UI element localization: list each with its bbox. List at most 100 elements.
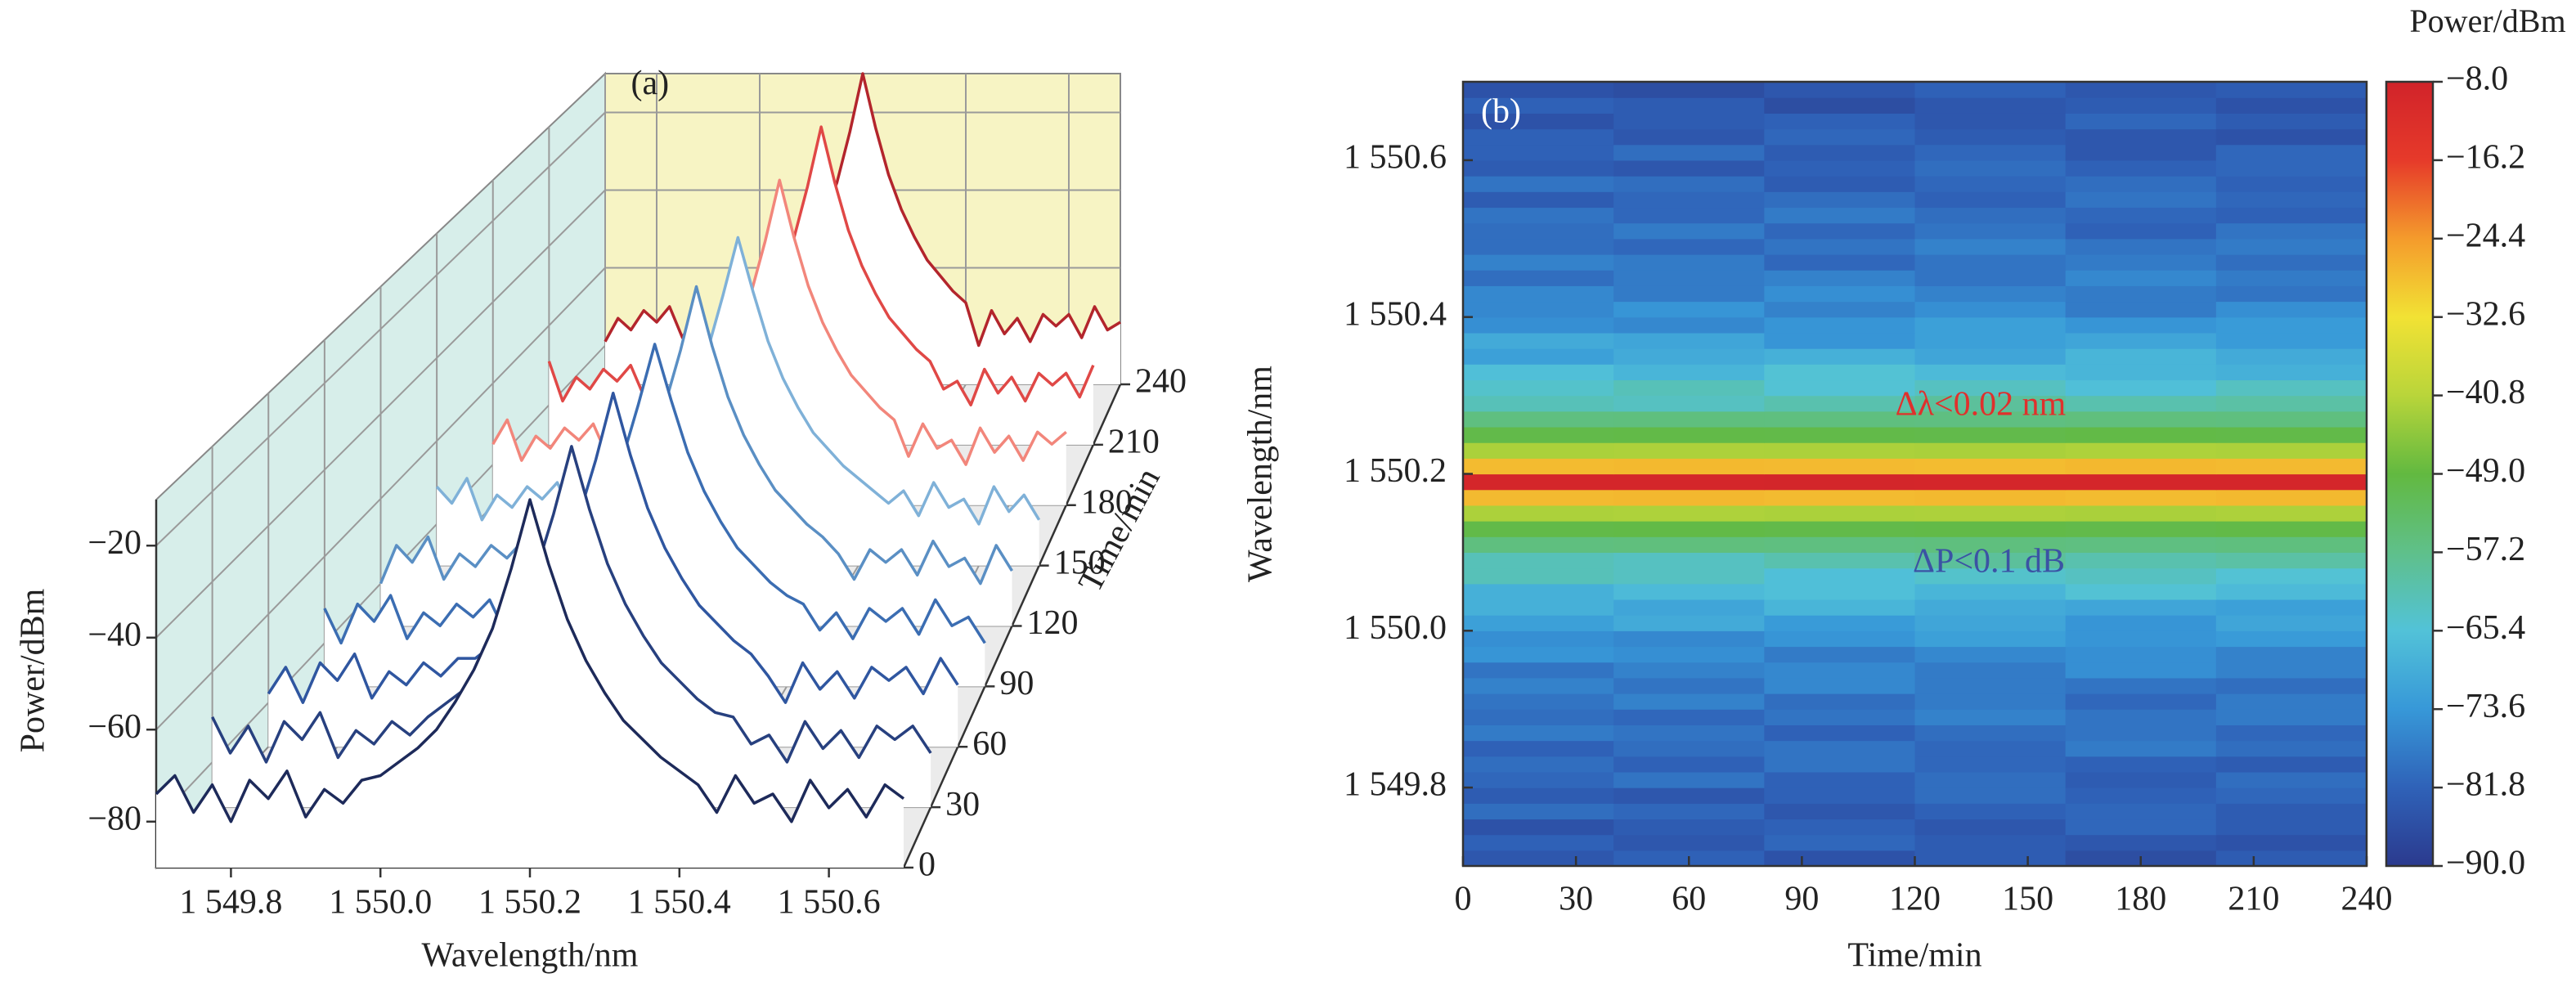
heatmap-cell xyxy=(1914,662,2067,679)
heatmap-cell xyxy=(2065,97,2217,114)
z-tick-label: 30 xyxy=(945,786,980,823)
heatmap-cell xyxy=(1764,285,1916,303)
heatmap-cell xyxy=(2065,834,2217,851)
heatmap-cell xyxy=(1613,348,1765,365)
heatmap-cell xyxy=(1463,787,1614,804)
heatmap-cell xyxy=(1613,82,1765,98)
y-tick-label: 1 550.4 xyxy=(1344,295,1447,333)
heatmap-cell xyxy=(1463,521,1614,537)
heatmap-cell xyxy=(1613,113,1765,130)
heatmap-cell xyxy=(1764,332,1916,349)
heatmap-cell xyxy=(1764,458,1916,475)
heatmap-cell xyxy=(1463,301,1614,318)
colorbar-tick-label: −16.2 xyxy=(2446,139,2525,177)
heatmap-cell xyxy=(1463,662,1614,679)
heatmap-cell xyxy=(2065,677,2217,694)
heatmap-cell xyxy=(1463,379,1614,397)
heatmap-cell xyxy=(2215,301,2367,318)
heatmap-cell xyxy=(1613,364,1765,381)
heatmap-cell xyxy=(1764,599,1916,616)
heatmap-cell xyxy=(1463,442,1614,459)
heatmap-cell xyxy=(2215,473,2367,491)
spectrum-line xyxy=(547,125,1095,407)
heatmap-cell xyxy=(1463,253,1614,271)
heatmap-cell xyxy=(1764,395,1916,412)
heatmap-cell xyxy=(1914,505,2067,522)
heatmap-cell xyxy=(1764,646,1916,663)
heatmap-cell xyxy=(1764,113,1916,130)
heatmap-cell xyxy=(1914,740,2067,757)
heatmap-cell xyxy=(1463,834,1614,851)
heatmap-cell xyxy=(1914,128,2067,146)
heatmap-cell xyxy=(1764,489,1916,506)
y-tick-label: −80 xyxy=(88,800,141,837)
heatmap-cell xyxy=(1764,97,1916,114)
colorbar-tick-label: −49.0 xyxy=(2446,452,2525,490)
heatmap-cell xyxy=(1463,348,1614,365)
heatmap-cell xyxy=(1914,599,2067,616)
heatmap-cell xyxy=(1463,144,1614,161)
heatmap-cell xyxy=(1613,285,1765,303)
heatmap-cell xyxy=(1463,113,1614,130)
slice-fill xyxy=(268,393,958,747)
heatmap-cell xyxy=(1463,630,1614,648)
slice-fill xyxy=(437,237,1039,566)
heatmap-cell xyxy=(1613,771,1765,788)
heatmap-cell xyxy=(1764,756,1916,773)
heatmap-cell xyxy=(2215,662,2367,679)
heatmap-cell xyxy=(1914,238,2067,255)
heatmap-cell xyxy=(1613,568,1765,585)
heatmap-cell xyxy=(2065,253,2217,271)
heatmap-cell xyxy=(1463,771,1614,788)
heatmap-cell xyxy=(1914,677,2067,694)
heatmap-cell xyxy=(1463,473,1614,491)
y-tick-label: 1 550.0 xyxy=(1344,609,1447,647)
heatmap-cell xyxy=(2065,583,2217,600)
heatmap-cell xyxy=(1463,850,1614,867)
x-tick-label: 1 550.0 xyxy=(329,884,432,922)
heatmap-cell xyxy=(1613,536,1765,553)
heatmap-cell xyxy=(1764,128,1916,146)
z-axis-title: Time/min xyxy=(1071,462,1168,599)
heatmap-cell xyxy=(1914,819,2067,836)
heatmap-cell xyxy=(1764,379,1916,397)
heatmap-cell xyxy=(1613,301,1765,318)
heatmap-cell xyxy=(1764,630,1916,648)
heatmap-cell xyxy=(1914,426,2067,443)
heatmap-cell xyxy=(1914,285,2067,303)
heatmap-cell xyxy=(2215,159,2367,177)
heatmap-cell xyxy=(2215,458,2367,475)
heatmap-cell xyxy=(2215,222,2367,240)
heatmap-cell xyxy=(1463,270,1614,286)
y-axis-title: Wavelength/nm xyxy=(1242,366,1280,582)
heatmap-cell xyxy=(1463,285,1614,303)
heatmap-cell xyxy=(1914,176,2067,192)
heatmap-cell xyxy=(1613,709,1765,725)
heatmap-cell xyxy=(1613,442,1765,459)
heatmap-cell xyxy=(1463,693,1614,710)
heatmap-cell xyxy=(1463,583,1614,600)
heatmap-cell xyxy=(1463,332,1614,349)
heatmap-cell xyxy=(1914,552,2067,569)
heatmap-cell xyxy=(2065,536,2217,553)
heatmap-cell xyxy=(1463,395,1614,412)
y-tick-label: −60 xyxy=(88,708,141,746)
x-tick-label: 1 550.6 xyxy=(778,884,881,922)
heatmap-cell xyxy=(2065,615,2217,631)
heatmap-cell xyxy=(1914,850,2067,867)
heatmap-cell xyxy=(1764,693,1916,710)
heatmap-cell xyxy=(1764,176,1916,192)
heatmap-cell xyxy=(2215,615,2367,631)
heatmap-cell xyxy=(2065,191,2217,209)
heatmap-cell xyxy=(1914,458,2067,475)
heatmap-cell xyxy=(2065,740,2217,757)
heatmap-cell xyxy=(1764,583,1916,600)
spectrum-line xyxy=(267,392,959,704)
heatmap-cell xyxy=(1764,238,1916,255)
heatmap-cell xyxy=(2065,82,2217,98)
heatmap-cell xyxy=(1914,253,2067,271)
heatmap-cell xyxy=(2215,803,2367,820)
heatmap-cell xyxy=(1914,411,2067,428)
heatmap-cell xyxy=(1463,82,1614,98)
